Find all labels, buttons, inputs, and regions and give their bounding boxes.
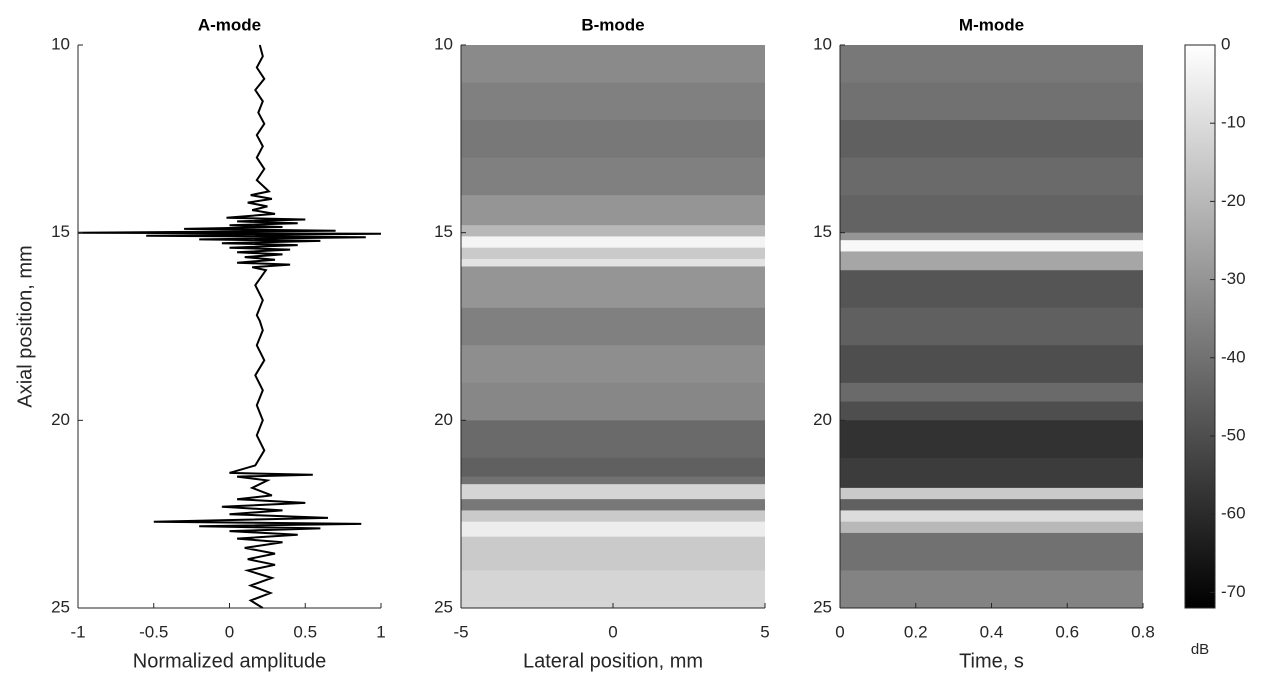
x-tick-label: -0.5 [139,622,168,641]
y-tick-label: 15 [51,222,70,241]
intensity-band [840,570,1143,609]
intensity-band [840,499,1143,511]
colorbar-tick-label: -30 [1221,269,1246,288]
intensity-band [840,487,1143,500]
intensity-band [461,536,765,571]
x-tick-label: -1 [70,622,85,641]
colorbar-label: dB [1191,641,1209,658]
intensity-band [840,232,1143,241]
intensity-band [840,510,1143,523]
x-axis-label: Time, s [959,650,1024,672]
intensity-band [840,120,1143,159]
x-tick-label: 0 [608,622,617,641]
intensity-band [461,457,765,478]
x-tick-label: 0.2 [904,622,928,641]
intensity-band [840,240,1143,252]
intensity-band [461,307,765,346]
y-tick-label: 25 [434,597,453,616]
x-tick-label: 5 [760,622,769,641]
intensity-band [461,345,765,384]
colorbar-tick-label: -10 [1221,113,1246,132]
intensity-band [461,476,765,485]
intensity-band [840,270,1143,309]
intensity-band [461,195,765,226]
intensity-band [840,345,1143,384]
intensity-band [840,401,1143,421]
y-tick-label: 15 [813,222,832,241]
y-tick-label: 15 [434,222,453,241]
x-tick-label: 0.4 [980,622,1004,641]
x-tick-label: 1 [376,622,385,641]
chart-title: B-mode [581,15,644,34]
intensity-band [840,420,1143,459]
intensity-band [461,120,765,159]
chart-title: A-mode [198,15,261,34]
intensity-band [840,82,1143,121]
intensity-band [461,45,765,84]
intensity-band [840,457,1143,489]
waveform [77,44,382,609]
y-tick-label: 25 [813,597,832,616]
intensity-band [461,157,765,196]
intensity-band [461,510,765,523]
colorbar-tick-label: -60 [1221,504,1246,523]
x-tick-label: 0.6 [1055,622,1079,641]
x-tick-label: 0 [835,622,844,641]
intensity-band [840,45,1143,84]
y-tick-label: 25 [51,597,70,616]
y-tick-label: 20 [434,410,453,429]
intensity-band [461,484,765,500]
intensity-band [461,258,765,267]
y-tick-label: 20 [813,410,832,429]
intensity-band [461,499,765,511]
intensity-band [840,382,1143,403]
intensity-band [461,521,765,538]
x-tick-label: 0 [225,622,234,641]
colorbar [1184,44,1216,609]
intensity-band [461,236,765,249]
intensity-band [461,247,765,260]
intensity-band [461,225,765,237]
intensity-band [840,521,1143,534]
intensity-band [840,307,1143,346]
colorbar-tick-label: -70 [1221,582,1246,601]
x-tick-label: 0.5 [293,622,317,641]
intensity-band [461,266,765,309]
chart-title: M-mode [959,15,1024,34]
y-tick-label: 20 [51,410,70,429]
intensity-band [461,82,765,121]
colorbar-tick-label: -20 [1221,191,1246,210]
x-axis-label: Lateral position, mm [523,650,703,672]
intensity-band [461,382,765,421]
y-axis-label: Axial position, mm [14,245,36,407]
intensity-band [840,195,1143,234]
colorbar-tick-label: -50 [1221,425,1246,444]
colorbar-tick-label: 0 [1221,34,1230,53]
x-tick-label: -5 [453,622,468,641]
intensity-band [840,532,1143,571]
intensity-band [840,157,1143,196]
y-tick-label: 10 [51,34,70,53]
intensity-band [840,251,1143,271]
x-tick-label: 0.8 [1131,622,1155,641]
x-axis-label: Normalized amplitude [133,650,326,672]
colorbar-tick-label: -40 [1221,347,1246,366]
intensity-band [461,570,765,609]
intensity-band [461,420,765,459]
y-tick-label: 10 [813,34,832,53]
y-tick-label: 10 [434,34,453,53]
